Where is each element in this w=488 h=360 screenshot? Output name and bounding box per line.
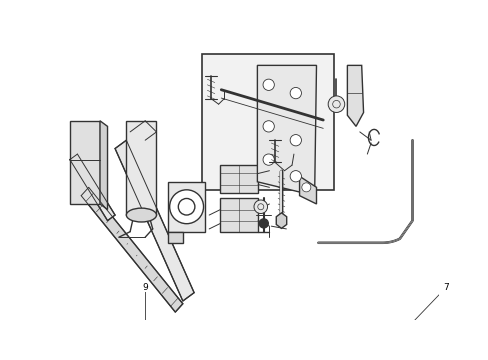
Circle shape (169, 190, 203, 224)
Polygon shape (81, 187, 183, 312)
Circle shape (253, 200, 267, 213)
Polygon shape (70, 154, 115, 221)
Polygon shape (167, 232, 183, 243)
Polygon shape (220, 165, 258, 193)
Polygon shape (70, 121, 100, 204)
Polygon shape (276, 213, 286, 228)
Polygon shape (167, 182, 205, 232)
Polygon shape (346, 66, 363, 126)
Circle shape (263, 154, 274, 165)
Circle shape (289, 171, 301, 182)
Circle shape (289, 87, 301, 99)
Polygon shape (100, 121, 107, 210)
Polygon shape (257, 66, 316, 196)
Text: 7: 7 (443, 283, 448, 292)
Circle shape (301, 183, 310, 192)
Polygon shape (115, 140, 194, 301)
Bar (201, 54, 333, 190)
Circle shape (259, 219, 268, 228)
Circle shape (263, 121, 274, 132)
Polygon shape (299, 176, 316, 204)
Circle shape (263, 79, 274, 90)
Text: 9: 9 (142, 283, 148, 292)
Polygon shape (126, 121, 156, 215)
Polygon shape (220, 198, 258, 232)
Circle shape (289, 135, 301, 146)
Ellipse shape (126, 208, 156, 222)
Circle shape (327, 96, 344, 112)
